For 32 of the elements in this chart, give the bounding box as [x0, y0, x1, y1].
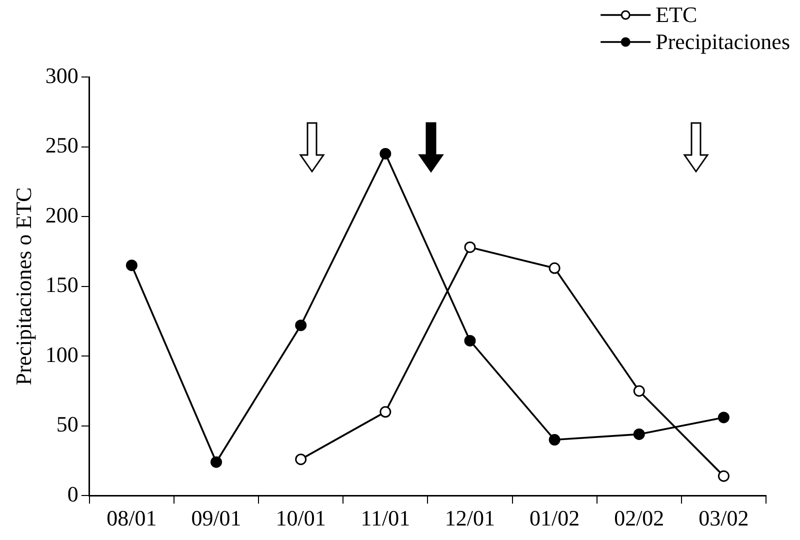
point: [295, 454, 307, 466]
x-tick-label: 11/01: [360, 506, 410, 531]
point: [633, 385, 645, 397]
x-tick-label: 08/01: [106, 506, 157, 531]
point: [633, 428, 645, 440]
point: [380, 406, 392, 418]
y-axis-title: Precipitaciones o ETC: [10, 187, 36, 386]
legend-label: Precipitaciones: [656, 28, 790, 54]
point: [210, 456, 222, 468]
y-tick-label: 150: [45, 272, 78, 298]
x-tick-label: 03/02: [698, 506, 749, 531]
x-tick-label: 02/02: [614, 506, 664, 531]
point: [718, 412, 730, 424]
x-tick-label: 10/01: [276, 506, 326, 531]
legend-label: ETC: [656, 2, 698, 27]
point: [464, 241, 476, 253]
x-tick-label: 12/01: [444, 506, 496, 531]
point: [548, 434, 560, 446]
x-tick-label: 09/01: [191, 506, 242, 531]
point: [548, 262, 560, 274]
y-tick-label: 200: [45, 202, 78, 228]
point: [295, 320, 307, 332]
y-tick-label: 50: [56, 412, 78, 437]
point: [126, 260, 138, 272]
y-tick-label: 250: [45, 132, 78, 158]
y-tick-label: 0: [67, 481, 78, 506]
y-tick-label: 100: [45, 342, 78, 367]
x-tick-label: 01/02: [530, 506, 580, 531]
point: [380, 148, 392, 160]
point: [464, 334, 476, 346]
y-tick-label: 300: [45, 62, 78, 88]
point: [718, 470, 730, 482]
